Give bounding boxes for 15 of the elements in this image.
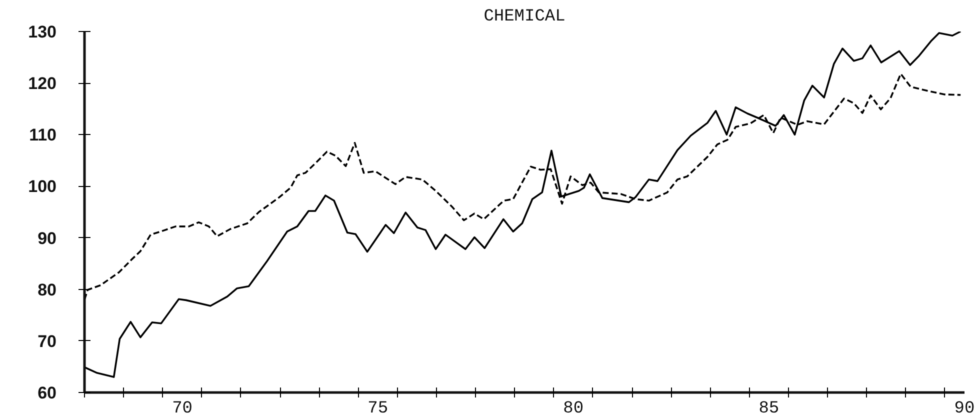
y-tick-label: 130 [28,22,57,42]
y-tick-label: 120 [28,74,57,94]
y-tick-label: 90 [38,228,57,248]
chart-title: CHEMICAL [484,8,566,26]
line-series [84,32,962,378]
y-tick-label: 60 [38,384,57,402]
y-tick-label: 80 [38,280,57,300]
x-tick-label: 85 [758,400,780,418]
x-tick-label: 75 [368,400,388,418]
y-tick-label: 100 [28,177,57,196]
x-tick-label: 80 [563,400,584,418]
y-tick-label: 110 [29,126,57,145]
y-tick-label: 70 [38,332,57,351]
x-tick-label: 90 [954,400,975,418]
x-tick-label: 70 [172,400,192,418]
